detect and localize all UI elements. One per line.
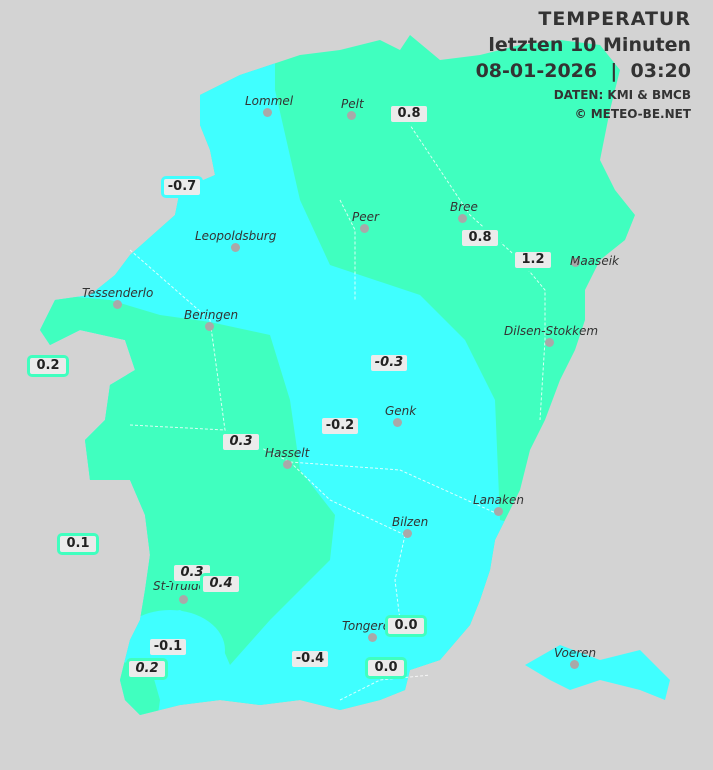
station-temperature-label[interactable]: 0.8 [388, 103, 430, 125]
station-temperature-label[interactable]: -0.4 [289, 648, 331, 670]
city-dot-icon [263, 108, 272, 117]
city-label: Dilsen-Stokkem [504, 324, 599, 338]
station-temperature-label[interactable]: 0.8 [459, 227, 501, 249]
city-dot-icon [347, 111, 356, 120]
city-dot-icon [231, 243, 240, 252]
city-dot-icon [205, 322, 214, 331]
city-dot-icon [113, 300, 122, 309]
map-title: TEMPERATUR [538, 8, 691, 30]
city-label: Peer [352, 210, 379, 224]
copyright: © METEO-BE.NET [574, 107, 691, 121]
data-source: DATEN: KMI & BMCB [553, 88, 691, 102]
city-label: Hasselt [265, 446, 310, 460]
city-dot-icon [494, 507, 503, 516]
roads [129, 109, 546, 701]
station-temperature-label[interactable]: 1.2 [512, 249, 554, 271]
station-temperature-label[interactable]: -0.1 [147, 636, 189, 658]
station-temperature-label[interactable]: 0.4 [200, 573, 242, 595]
city-dot-icon [283, 460, 292, 469]
city-label: Bree [450, 200, 478, 214]
station-temperature-label[interactable]: -0.7 [161, 176, 203, 198]
city-label: Lommel [245, 94, 294, 108]
city-label: Tessenderlo [82, 286, 154, 300]
city-label: Maaseik [570, 254, 619, 268]
station-temperature-label[interactable]: -0.3 [368, 352, 410, 374]
city-label: Lanaken [473, 493, 524, 507]
city-label: Beringen [184, 308, 239, 322]
city-dot-icon [545, 338, 554, 347]
station-temperature-label[interactable]: 0.1 [57, 533, 99, 555]
map-datetime: 08-01-2026 | 03:20 [475, 60, 691, 82]
city-label: Tongeren [342, 619, 398, 633]
station-temperature-label[interactable]: 0.2 [27, 355, 69, 377]
city-dot-icon [368, 633, 377, 642]
city-dot-icon [403, 529, 412, 538]
map-subtitle: letzten 10 Minuten [488, 34, 691, 56]
station-temperature-label[interactable]: -0.2 [319, 415, 361, 437]
city-label: Leopoldsburg [195, 229, 277, 243]
station-temperature-label[interactable]: 0.0 [385, 615, 427, 637]
city-label: Pelt [341, 97, 364, 111]
station-temperature-label[interactable]: 0.3 [220, 431, 262, 453]
station-temperature-label[interactable]: 0.2 [126, 658, 168, 680]
city-label: Voeren [554, 646, 597, 660]
city-dot-icon [360, 224, 369, 233]
city-label: Bilzen [392, 515, 429, 529]
city-dot-icon [458, 214, 467, 223]
station-temperature-label[interactable]: 0.3 [171, 562, 213, 584]
city-label: Genk [385, 404, 417, 418]
city-dot-icon [393, 418, 402, 427]
station-temperature-label[interactable]: 0.0 [365, 657, 407, 679]
city-dot-icon [570, 660, 579, 669]
city-dot-icon [179, 595, 188, 604]
voeren-region [525, 645, 670, 700]
city-dot-icon [571, 258, 580, 267]
